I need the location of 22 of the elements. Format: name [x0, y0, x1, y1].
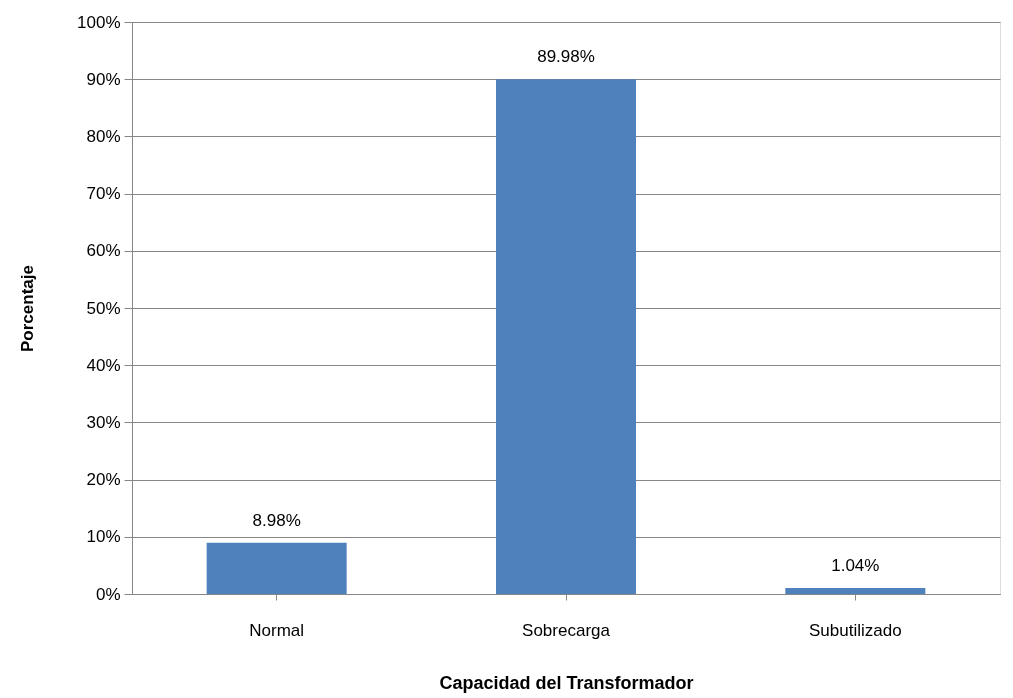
- data-label: 89.98%: [537, 47, 595, 67]
- bar: [496, 79, 636, 594]
- x-tick-label: Normal: [249, 620, 305, 640]
- y-tick-label: 90%: [86, 69, 121, 89]
- bar: [785, 588, 926, 594]
- data-label: 1.04%: [831, 556, 880, 576]
- x-tick-label: Sobrecarga: [522, 620, 611, 640]
- x-tick-label: Subutilizado: [809, 620, 902, 640]
- y-tick-label: 20%: [86, 470, 121, 490]
- y-tick-label: 0%: [95, 584, 121, 604]
- y-tick-label: 40%: [86, 355, 121, 375]
- x-axis-title: Capacidad del Transformador: [439, 672, 694, 693]
- y-tick-label: 50%: [86, 298, 121, 318]
- y-tick-label: 80%: [86, 126, 121, 146]
- y-tick-label: 30%: [86, 412, 121, 432]
- y-tick-label: 10%: [86, 527, 121, 547]
- bar: [206, 542, 347, 594]
- y-axis-title: Porcentaje: [18, 265, 38, 352]
- y-tick-label: 70%: [86, 184, 121, 204]
- data-label: 8.98%: [252, 510, 301, 530]
- y-tick-label: 60%: [86, 241, 121, 261]
- y-tick-label: 100%: [77, 12, 121, 32]
